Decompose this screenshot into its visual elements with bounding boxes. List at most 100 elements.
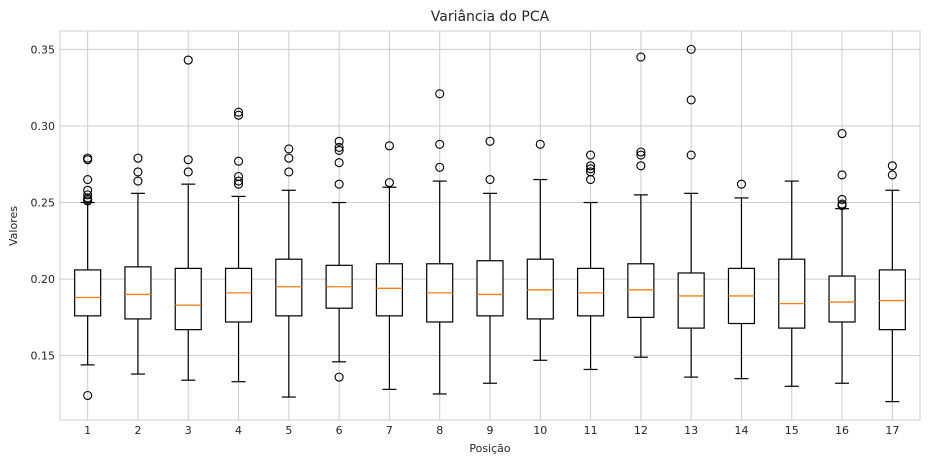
box-group-2 [124,153,152,375]
box-iqr [74,269,102,317]
x-tick-label: 12 [634,424,648,437]
box-group-8 [426,89,454,395]
box-iqr [778,258,806,329]
box-iqr [677,272,705,329]
outlier-point [686,95,696,105]
box-group-1 [74,153,102,401]
outlier-point [183,155,193,165]
x-tick-label: 14 [734,424,748,437]
outlier-point [586,150,596,160]
y-tick-label: 0.25 [31,197,56,210]
y-tick-label: 0.30 [31,120,56,133]
outlier-point [83,190,93,200]
outlier-point [183,167,193,177]
box-iqr [878,269,906,331]
outlier-point [284,153,294,163]
outlier-point [384,141,394,151]
outlier-point [435,162,445,172]
outlier-point [586,175,596,185]
outlier-point [233,110,244,120]
x-tick-label: 4 [235,424,242,437]
outlier-point [83,196,93,206]
y-axis-label: Valores [7,206,20,246]
outlier-point [334,158,344,168]
outlier-point [636,52,646,62]
plot-frame [59,30,921,421]
x-tick-label: 8 [436,424,443,437]
outlier-point [334,145,344,156]
outlier-point [837,194,847,205]
outlier-point [83,390,93,401]
box-group-10 [526,139,554,361]
outlier-point [837,170,847,180]
outlier-point [133,153,143,163]
outlier-point [83,175,93,185]
box-iqr [526,258,554,320]
box-group-3 [174,55,202,381]
box-iqr [124,266,152,320]
outlier-point [133,167,143,177]
outlier-point [435,89,445,99]
y-tick-label: 0.20 [31,273,56,286]
box-group-17 [878,161,906,403]
box-group-6 [325,136,353,382]
outlier-point [535,139,545,149]
outlier-point [334,136,344,146]
box-group-5 [275,144,303,398]
outlier-point [183,55,193,65]
y-tick-label: 0.35 [31,43,56,56]
box-iqr [275,258,303,317]
outlier-point [284,144,294,154]
outlier-point [837,129,847,139]
outlier-point [233,179,244,189]
boxes [74,44,906,403]
x-tick-label: 15 [785,424,799,437]
x-tick-label: 11 [584,424,598,437]
outlier-point [636,147,646,157]
x-tick-label: 7 [386,424,393,437]
box-group-11 [576,150,605,371]
outlier-point [233,156,244,166]
y-tick-label: 0.15 [31,350,56,363]
box-iqr [576,267,605,317]
outlier-point [887,170,897,180]
outlier-point [485,175,495,185]
box-iqr [174,267,202,331]
chart-title: Variância do PCA [431,9,550,25]
outlier-point [686,44,696,54]
x-tick-label: 17 [885,424,899,437]
box-group-9 [476,136,504,384]
box-group-4 [224,107,253,383]
outlier-point [586,164,596,174]
box-iqr [375,263,404,317]
outlier-point [736,179,747,189]
x-tick-label: 1 [84,424,91,437]
x-tick-label: 9 [487,424,494,437]
box-iqr [476,260,504,317]
box-iqr [828,275,856,323]
outlier-point [586,161,596,171]
box-group-7 [375,141,404,390]
outlier-point [686,150,696,160]
outlier-point [284,167,294,177]
outlier-point [133,176,143,186]
x-tick-label: 6 [336,424,343,437]
outlier-point [334,142,344,152]
outlier-point [485,136,495,146]
outlier-point [233,176,244,186]
box-group-14 [727,179,756,380]
x-tick-label: 2 [134,424,141,437]
box-group-16 [828,129,856,384]
outlier-point [83,155,93,165]
tick-labels: 0.150.200.250.300.351 2 3 4 5 6 7 8 9 10 11 12 13 14 1… [31,43,900,437]
outlier-point [887,161,897,171]
box-iqr [627,263,655,318]
outlier-point [435,139,445,149]
box-group-15 [778,180,806,387]
x-tick-label: 16 [835,424,849,437]
x-tick-label: 10 [533,424,547,437]
outlier-point [636,161,646,171]
box-iqr [224,267,253,323]
x-axis-label: Posição [469,442,511,455]
